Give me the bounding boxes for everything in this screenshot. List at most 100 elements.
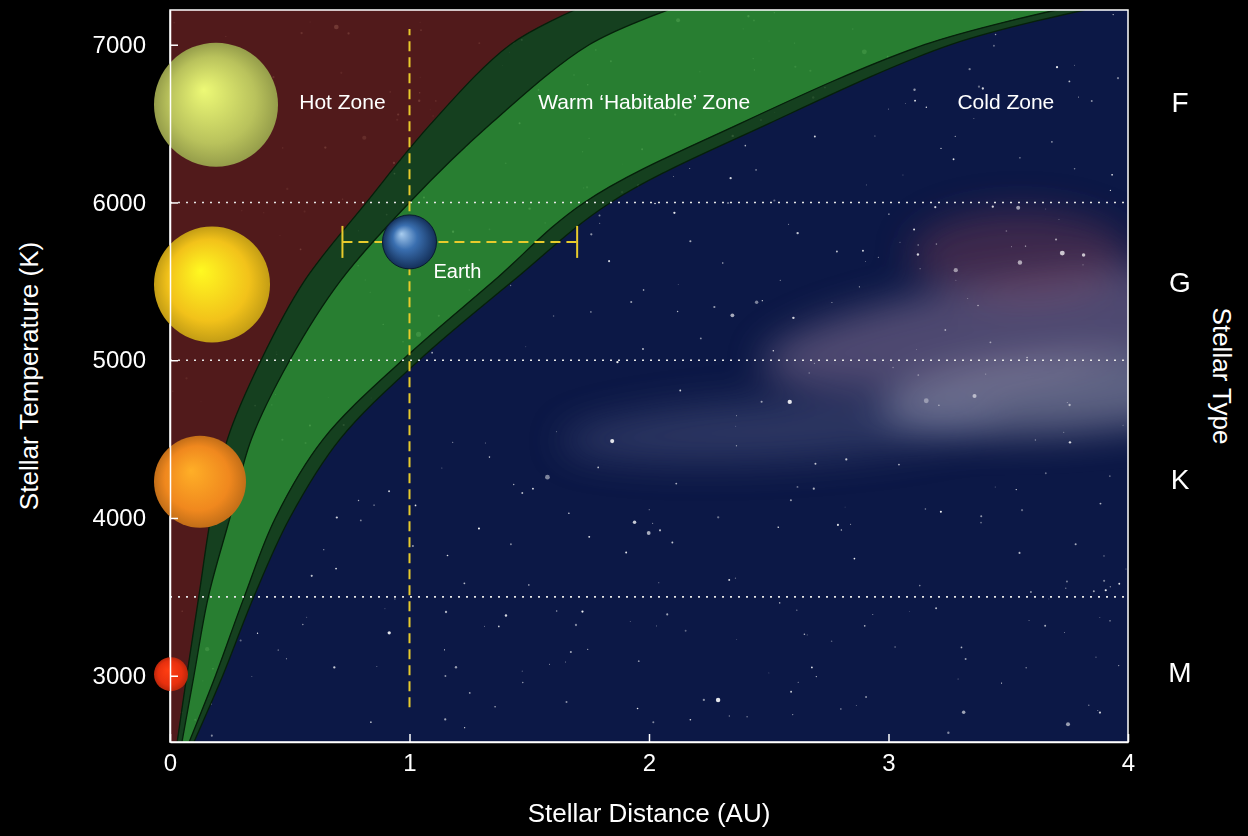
background-star [845, 458, 847, 460]
background-star [599, 215, 601, 217]
background-star [1066, 402, 1068, 404]
background-star [844, 506, 846, 508]
background-star [872, 614, 874, 616]
background-star [610, 439, 614, 443]
background-star [831, 302, 832, 303]
background-star [522, 671, 523, 672]
background-star [1035, 439, 1036, 440]
background-star [1103, 555, 1104, 556]
background-star [455, 666, 457, 668]
background-star [788, 224, 789, 225]
y2-axis-title: Stellar Type [1207, 308, 1237, 445]
background-star [995, 486, 996, 487]
milky-way-glow [910, 210, 1128, 300]
background-star [790, 691, 792, 693]
background-star [358, 500, 359, 501]
background-star [989, 341, 991, 343]
background-star [649, 509, 650, 510]
background-star [647, 531, 651, 535]
background-star [814, 135, 816, 137]
background-star [637, 708, 639, 710]
background-star [904, 102, 906, 104]
background-star [1099, 711, 1101, 713]
background-star [306, 616, 308, 618]
background-star [616, 361, 618, 363]
milky-way [559, 210, 1128, 471]
background-star [463, 582, 465, 584]
background-star [311, 575, 313, 577]
y-tick-label: 5000 [93, 346, 146, 373]
background-star [916, 349, 918, 351]
background-star [431, 352, 433, 354]
background-star [323, 549, 324, 550]
background-star [892, 367, 894, 369]
background-star [336, 516, 338, 518]
background-star [513, 484, 515, 486]
background-star [510, 285, 511, 286]
background-star [1099, 617, 1101, 619]
background-star [919, 268, 920, 269]
y-axis-line [170, 11, 172, 743]
labels: Hot ZoneWarm ‘Habitable’ ZoneCold ZoneEa… [14, 87, 1237, 828]
background-star [814, 363, 815, 364]
stellar-type-stars [154, 43, 278, 692]
background-star [1001, 682, 1002, 683]
background-star [925, 508, 927, 510]
x-tick-mark [888, 734, 890, 742]
x-tick-label: 3 [882, 749, 895, 776]
background-star [865, 696, 867, 698]
background-star [1103, 580, 1105, 582]
background-star [1125, 568, 1126, 569]
background-star [913, 228, 915, 230]
background-star [1021, 509, 1023, 511]
background-star [780, 280, 781, 281]
background-star [898, 464, 900, 466]
background-star [862, 250, 864, 252]
background-star [836, 251, 838, 253]
background-star [494, 706, 495, 707]
background-star [955, 279, 957, 281]
background-star [666, 613, 668, 615]
background-star [1068, 81, 1070, 83]
background-star [441, 467, 442, 468]
background-star [777, 526, 779, 528]
background-star [211, 735, 213, 737]
background-star [302, 624, 303, 625]
type-boundary-line [170, 596, 1128, 598]
background-star [643, 289, 645, 291]
background-star [703, 699, 705, 701]
background-star [913, 89, 915, 91]
stellar-type-star [154, 227, 270, 343]
milky-way-glow [559, 389, 1002, 472]
background-star [773, 350, 775, 352]
y-tick-mark [170, 202, 178, 204]
background-star [962, 711, 965, 714]
background-star [1066, 722, 1070, 726]
background-star [953, 158, 955, 160]
background-star [525, 346, 527, 348]
background-star [625, 552, 627, 554]
y-tick-mark [170, 675, 178, 677]
background-star [917, 374, 919, 376]
background-star [813, 488, 815, 490]
x-tick-mark [409, 734, 411, 742]
background-star [967, 298, 968, 299]
background-star [944, 329, 946, 331]
background-star [608, 260, 610, 262]
background-star [675, 483, 677, 485]
background-star [831, 640, 833, 642]
y-axis-title: Stellar Temperature (K) [14, 242, 44, 510]
background-star [370, 721, 372, 723]
background-star [736, 415, 738, 417]
background-star [388, 631, 391, 634]
background-star [961, 647, 963, 649]
background-star [1063, 431, 1065, 433]
background-star [521, 492, 523, 494]
background-star [736, 639, 738, 641]
background-star [1088, 704, 1090, 706]
y-tick-label: 6000 [93, 189, 146, 216]
background-star [1100, 503, 1102, 505]
background-star [548, 663, 550, 665]
background-star [690, 719, 692, 721]
background-star [735, 578, 736, 579]
